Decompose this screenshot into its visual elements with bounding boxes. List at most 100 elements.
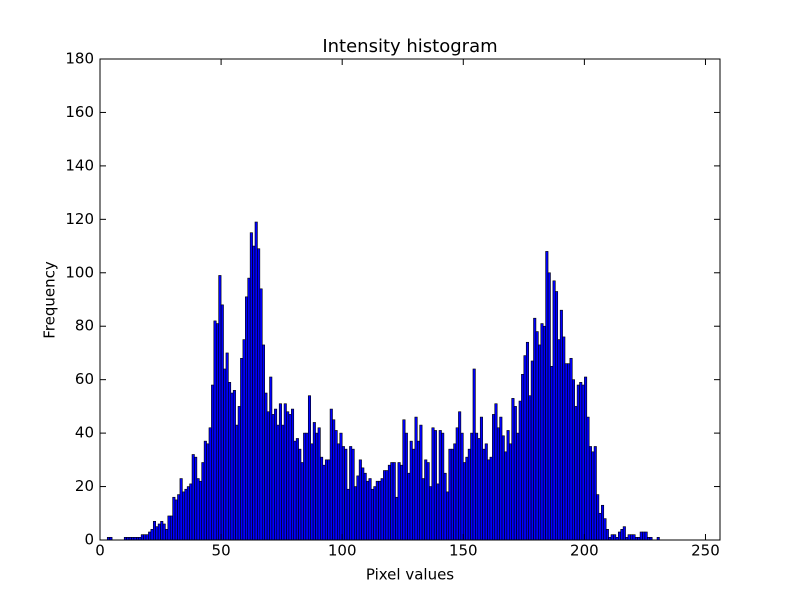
bar bbox=[467, 448, 471, 541]
bar bbox=[448, 448, 452, 541]
bar bbox=[240, 357, 244, 541]
bar bbox=[356, 475, 360, 541]
bar bbox=[547, 272, 551, 541]
bar bbox=[295, 438, 299, 541]
bar bbox=[148, 531, 152, 541]
bar bbox=[337, 443, 341, 541]
bar bbox=[165, 529, 169, 541]
bar bbox=[395, 496, 399, 541]
bar bbox=[172, 496, 176, 541]
bar bbox=[157, 523, 161, 541]
bar bbox=[368, 478, 372, 541]
bar bbox=[232, 390, 236, 541]
bar bbox=[351, 448, 355, 541]
bar bbox=[482, 448, 486, 541]
bar bbox=[167, 515, 171, 541]
x-tick-label: 250 bbox=[691, 542, 720, 560]
bar bbox=[627, 534, 631, 541]
bar bbox=[598, 512, 602, 541]
bar bbox=[620, 529, 624, 541]
bar bbox=[404, 432, 408, 541]
bar bbox=[528, 395, 532, 541]
bar bbox=[477, 438, 481, 541]
bar bbox=[140, 534, 144, 541]
bar bbox=[446, 491, 450, 541]
bar bbox=[312, 422, 316, 541]
bar bbox=[436, 483, 440, 541]
bar bbox=[639, 531, 643, 541]
bar bbox=[300, 462, 304, 541]
bar bbox=[542, 325, 546, 541]
bar bbox=[305, 432, 309, 541]
bar bbox=[392, 462, 396, 541]
bar bbox=[278, 403, 282, 541]
x-tick-label: 0 bbox=[95, 542, 105, 560]
bar bbox=[593, 446, 597, 541]
bar bbox=[465, 456, 469, 541]
bar bbox=[511, 398, 515, 541]
bar bbox=[247, 277, 251, 541]
bar bbox=[329, 408, 333, 541]
bar bbox=[538, 344, 542, 541]
y-tick-label: 40 bbox=[75, 424, 94, 442]
bar bbox=[211, 384, 215, 541]
bar bbox=[228, 382, 232, 541]
bar bbox=[412, 448, 416, 541]
bar bbox=[179, 478, 183, 541]
bar bbox=[196, 478, 200, 541]
bar bbox=[213, 320, 217, 541]
bar bbox=[441, 432, 445, 541]
bar bbox=[523, 355, 527, 541]
bar bbox=[174, 499, 178, 541]
bar bbox=[492, 414, 496, 541]
bar bbox=[257, 248, 261, 541]
bar bbox=[400, 464, 404, 541]
bar bbox=[518, 400, 522, 541]
bar bbox=[320, 456, 324, 541]
bar bbox=[586, 416, 590, 541]
bar bbox=[334, 430, 338, 541]
bar bbox=[370, 488, 374, 541]
bar bbox=[366, 480, 370, 541]
bar bbox=[286, 411, 290, 541]
bar bbox=[237, 406, 241, 541]
bar bbox=[397, 462, 401, 541]
bar bbox=[281, 424, 285, 541]
bar bbox=[269, 376, 273, 541]
bar bbox=[264, 392, 268, 541]
bar bbox=[622, 526, 626, 541]
bar bbox=[198, 480, 203, 541]
bar bbox=[579, 382, 583, 541]
bar bbox=[375, 480, 379, 541]
bar bbox=[533, 317, 537, 541]
bar bbox=[206, 443, 210, 541]
bar bbox=[426, 462, 430, 541]
bar bbox=[596, 494, 600, 541]
bar bbox=[155, 526, 159, 541]
bar bbox=[559, 309, 563, 541]
bar bbox=[409, 440, 413, 541]
bar bbox=[218, 275, 222, 541]
bar bbox=[145, 534, 149, 541]
bar bbox=[383, 470, 387, 541]
bar bbox=[317, 427, 321, 541]
bar bbox=[501, 435, 505, 541]
bar bbox=[584, 376, 588, 541]
bar bbox=[346, 488, 350, 541]
bar bbox=[324, 459, 328, 541]
bar bbox=[552, 280, 556, 541]
bar bbox=[341, 446, 345, 541]
bar bbox=[385, 470, 389, 541]
bar bbox=[610, 534, 614, 541]
bar bbox=[315, 432, 319, 541]
bar bbox=[291, 408, 295, 541]
bar bbox=[421, 478, 425, 541]
plot-frame bbox=[99, 58, 721, 541]
bar bbox=[574, 406, 578, 541]
bar bbox=[380, 478, 384, 541]
bar bbox=[525, 341, 529, 541]
x-tick-label: 150 bbox=[449, 542, 478, 560]
bar bbox=[419, 424, 423, 541]
bar bbox=[201, 462, 205, 541]
